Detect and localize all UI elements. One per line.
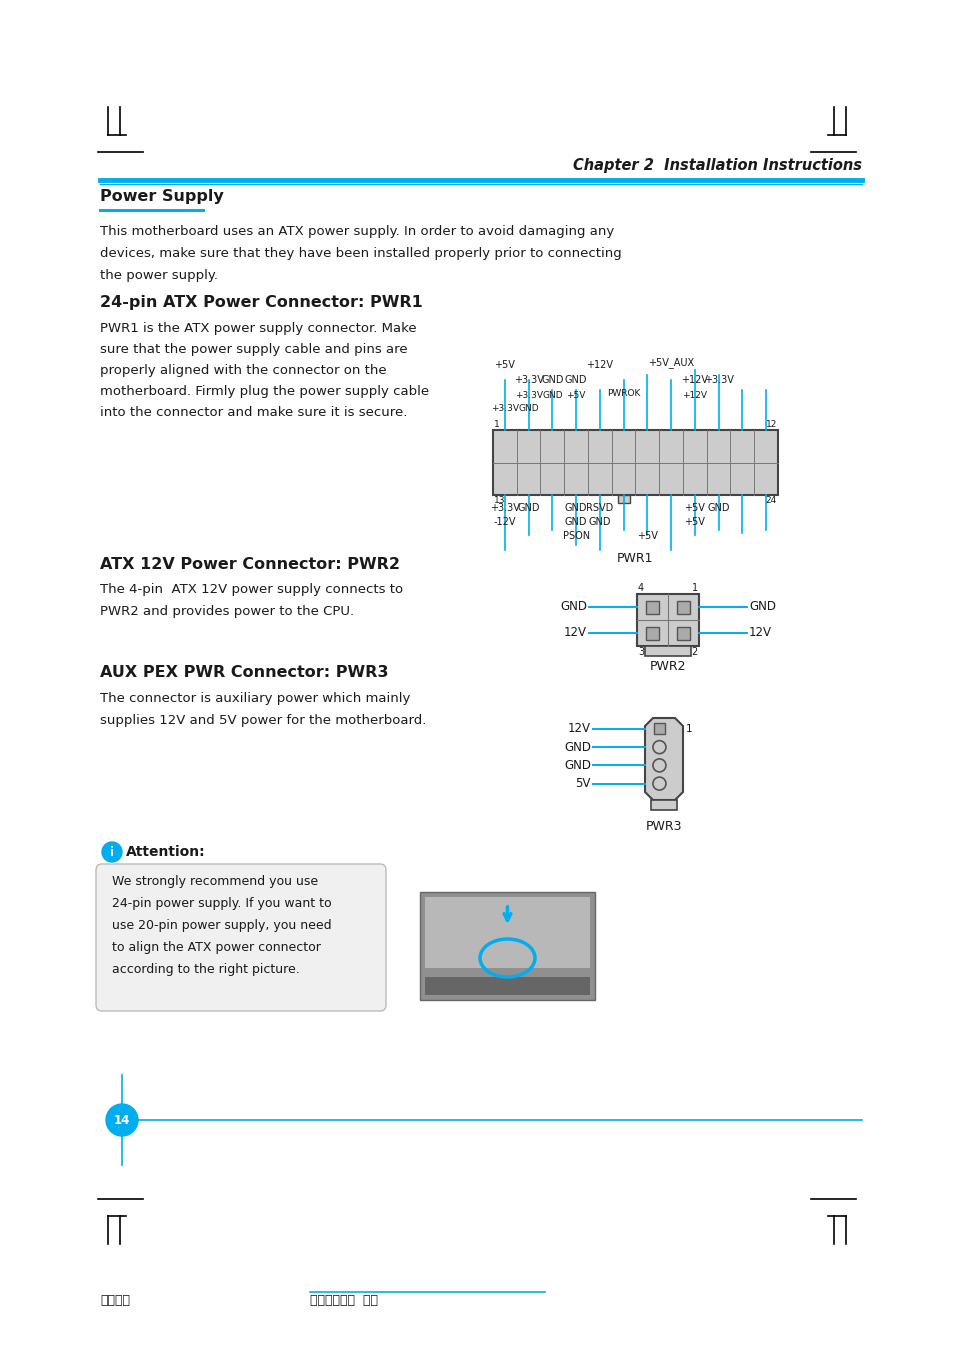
Text: This motherboard uses an ATX power supply. In order to avoid damaging any: This motherboard uses an ATX power suppl… <box>100 225 614 237</box>
Text: GND: GND <box>564 517 587 527</box>
Text: 24-pin ATX Power Connector: PWR1: 24-pin ATX Power Connector: PWR1 <box>100 295 422 310</box>
Text: 5V: 5V <box>575 777 590 791</box>
Text: PWR3: PWR3 <box>645 820 681 832</box>
Text: The 4-pin  ATX 12V power supply connects to: The 4-pin ATX 12V power supply connects … <box>100 583 403 596</box>
Bar <box>650 800 677 809</box>
Circle shape <box>652 759 665 772</box>
Text: 12: 12 <box>765 420 776 429</box>
Text: GND: GND <box>517 403 538 413</box>
Text: +3.3V: +3.3V <box>513 375 543 384</box>
Text: RSVD: RSVD <box>586 503 613 513</box>
Text: GND: GND <box>588 517 611 527</box>
Text: 试用版本创建  欧元: 试用版本创建 欧元 <box>310 1294 377 1306</box>
Bar <box>653 723 664 734</box>
Bar <box>677 626 689 639</box>
Text: +5V: +5V <box>566 391 585 401</box>
Text: PSON: PSON <box>562 532 589 541</box>
Text: +5V: +5V <box>494 360 515 370</box>
Text: GND: GND <box>563 759 590 772</box>
Text: 1: 1 <box>494 420 499 429</box>
Text: 1: 1 <box>685 724 692 734</box>
Polygon shape <box>644 718 682 800</box>
Text: +5V: +5V <box>637 532 658 541</box>
Text: 13: 13 <box>494 496 505 505</box>
Text: ATX 12V Power Connector: PWR2: ATX 12V Power Connector: PWR2 <box>100 557 399 572</box>
Text: 24-pin power supply. If you want to: 24-pin power supply. If you want to <box>112 897 332 911</box>
Text: 24: 24 <box>765 496 776 505</box>
Text: 14: 14 <box>113 1113 130 1126</box>
Bar <box>677 600 689 614</box>
Text: into the connector and make sure it is secure.: into the connector and make sure it is s… <box>100 406 407 420</box>
Text: PWROK: PWROK <box>606 389 639 398</box>
Text: 4: 4 <box>638 583 643 594</box>
Text: GND: GND <box>564 503 587 513</box>
Text: 1: 1 <box>691 583 698 594</box>
Bar <box>644 646 690 656</box>
Text: +12V: +12V <box>681 391 706 401</box>
Bar <box>637 594 699 646</box>
Text: +3.3V: +3.3V <box>490 503 519 513</box>
Text: PWR1: PWR1 <box>617 552 653 565</box>
Text: according to the right picture.: according to the right picture. <box>112 963 299 975</box>
Bar <box>419 892 595 1000</box>
Text: supplies 12V and 5V power for the motherboard.: supplies 12V and 5V power for the mother… <box>100 714 426 727</box>
Text: 12V: 12V <box>567 723 590 735</box>
Text: AUX PEX PWR Connector: PWR3: AUX PEX PWR Connector: PWR3 <box>100 665 388 680</box>
Bar <box>645 626 659 639</box>
Circle shape <box>652 777 665 791</box>
Text: GND: GND <box>541 391 562 401</box>
FancyBboxPatch shape <box>96 863 386 1010</box>
Text: Attention:: Attention: <box>126 844 206 859</box>
Text: 2: 2 <box>691 648 698 657</box>
Text: sure that the power supply cable and pins are: sure that the power supply cable and pin… <box>100 343 407 356</box>
Bar <box>493 430 778 495</box>
Text: to align the ATX power connector: to align the ATX power connector <box>112 942 320 954</box>
Text: -12V: -12V <box>493 517 516 527</box>
Text: devices, make sure that they have been installed properly prior to connecting: devices, make sure that they have been i… <box>100 247 621 260</box>
Text: GND: GND <box>564 375 587 384</box>
Text: GND: GND <box>517 503 539 513</box>
Bar <box>424 897 589 967</box>
Text: +5V_AUX: +5V_AUX <box>647 357 694 368</box>
Text: 12V: 12V <box>748 626 771 639</box>
Text: The connector is auxiliary power which mainly: The connector is auxiliary power which m… <box>100 692 410 706</box>
Text: the power supply.: the power supply. <box>100 268 218 282</box>
Text: 12V: 12V <box>563 626 586 639</box>
Circle shape <box>106 1103 138 1136</box>
Text: use 20-pin power supply, you need: use 20-pin power supply, you need <box>112 919 332 932</box>
Text: 3: 3 <box>638 648 643 657</box>
Text: GND: GND <box>563 741 590 754</box>
Text: GND: GND <box>706 503 729 513</box>
Text: +5V: +5V <box>683 503 704 513</box>
Text: PWR2 and provides power to the CPU.: PWR2 and provides power to the CPU. <box>100 604 354 618</box>
Bar <box>424 977 589 996</box>
Bar <box>617 495 629 503</box>
Text: +3.3V: +3.3V <box>514 391 542 401</box>
Text: +3.3V: +3.3V <box>491 403 518 413</box>
Text: PWR1 is the ATX power supply connector. Make: PWR1 is the ATX power supply connector. … <box>100 322 416 335</box>
Circle shape <box>102 842 122 862</box>
Text: Chapter 2  Installation Instructions: Chapter 2 Installation Instructions <box>573 158 862 173</box>
Text: +3.3V: +3.3V <box>703 375 733 384</box>
Text: properly aligned with the connector on the: properly aligned with the connector on t… <box>100 364 386 376</box>
Text: GND: GND <box>748 600 775 614</box>
Text: GND: GND <box>540 375 563 384</box>
Text: 文件使用: 文件使用 <box>100 1294 130 1306</box>
Text: Power Supply: Power Supply <box>100 189 224 204</box>
Text: motherboard. Firmly plug the power supply cable: motherboard. Firmly plug the power suppl… <box>100 384 429 398</box>
Circle shape <box>652 741 665 754</box>
Text: +5V: +5V <box>683 517 704 527</box>
Text: +12V: +12V <box>680 375 708 384</box>
Text: i: i <box>110 846 113 858</box>
Bar <box>645 600 659 614</box>
Text: PWR2: PWR2 <box>649 660 685 673</box>
Text: +12V: +12V <box>586 360 613 370</box>
Text: GND: GND <box>559 600 586 614</box>
Text: We strongly recommend you use: We strongly recommend you use <box>112 876 317 888</box>
